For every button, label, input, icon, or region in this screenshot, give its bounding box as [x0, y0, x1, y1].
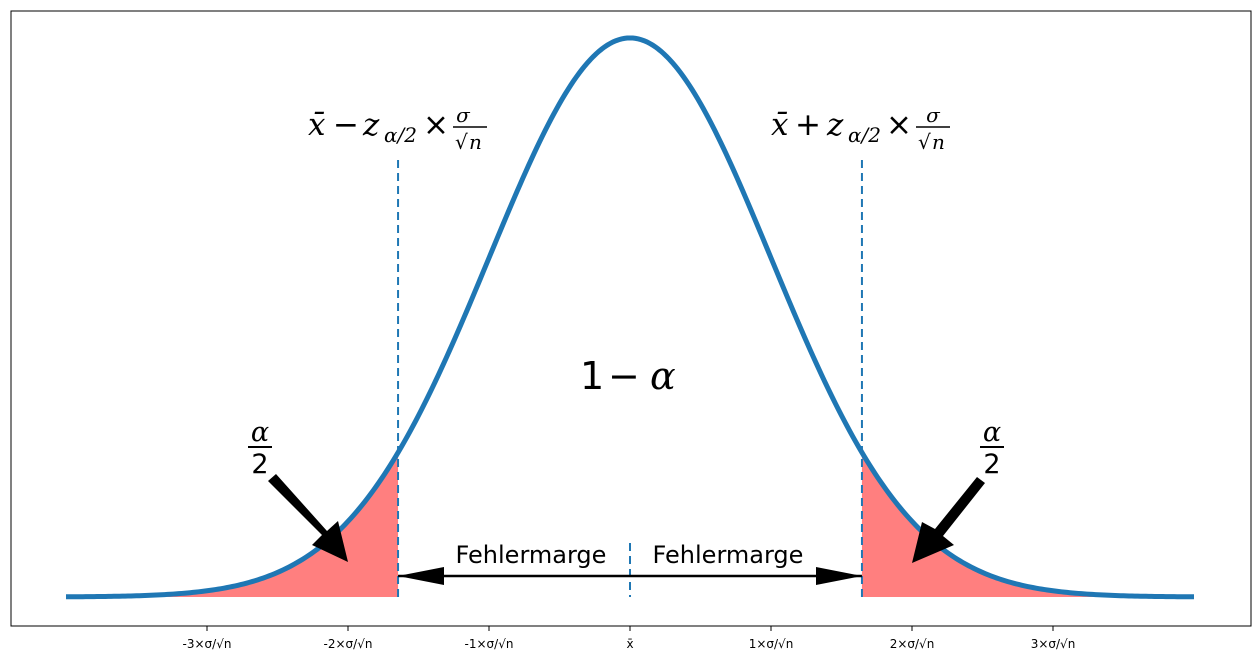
margin-label-right: Fehlermarge — [653, 541, 804, 569]
plot-frame — [10, 10, 1252, 627]
svg-text:α/2: α/2 — [384, 123, 417, 147]
svg-text:z: z — [826, 107, 844, 143]
x-tick-label: -2×σ/√n — [324, 637, 373, 651]
right-tail-area — [861, 452, 1194, 597]
svg-text:2: 2 — [983, 449, 1000, 480]
right-tail-arrow — [912, 477, 985, 563]
svg-text:α: α — [251, 417, 269, 448]
lower-bound-label: x̄ − z α/2 × σ √ n — [308, 103, 487, 154]
svg-text:×: × — [423, 107, 449, 143]
x-tick-label: -1×σ/√n — [465, 637, 514, 651]
x-axis-ticks: -3×σ/√n -2×σ/√n -1×σ/√n x̄ 1×σ/√n 2×σ/√n 3×σ/√… — [183, 626, 1076, 651]
svg-text:√: √ — [918, 130, 931, 154]
svg-text:x̄: x̄ — [308, 107, 326, 143]
svg-text:√: √ — [455, 130, 468, 154]
svg-text:1: 1 — [580, 354, 604, 398]
svg-text:×: × — [886, 107, 912, 143]
x-tick-label: x̄ — [626, 637, 633, 651]
svg-text:z: z — [362, 107, 380, 143]
svg-text:σ: σ — [926, 103, 941, 127]
svg-text:α/2: α/2 — [848, 123, 881, 147]
svg-text:+: + — [795, 107, 821, 143]
density-curve — [65, 35, 1195, 600]
upper-bound-label: x̄ + z α/2 × σ √ n — [771, 103, 950, 154]
svg-text:2: 2 — [251, 449, 268, 480]
svg-text:n: n — [932, 130, 945, 154]
center-label: 1 − α — [580, 354, 676, 398]
x-tick-label: 1×σ/√n — [749, 637, 794, 651]
svg-text:α: α — [650, 354, 676, 398]
svg-text:x̄: x̄ — [771, 107, 789, 143]
margin-label-left: Fehlermarge — [456, 541, 607, 569]
svg-text:α: α — [983, 417, 1001, 448]
right-tail-label: α 2 — [980, 417, 1004, 480]
left-tail-arrow — [268, 474, 348, 562]
x-tick-label: 2×σ/√n — [890, 637, 935, 651]
left-tail-area — [66, 452, 399, 597]
x-tick-label: 3×σ/√n — [1031, 637, 1076, 651]
svg-text:σ: σ — [456, 103, 471, 127]
left-tail-label: α 2 — [248, 417, 272, 480]
svg-text:n: n — [469, 130, 482, 154]
svg-text:−: − — [608, 354, 640, 398]
x-tick-label: -3×σ/√n — [183, 637, 232, 651]
svg-text:−: − — [333, 107, 359, 143]
